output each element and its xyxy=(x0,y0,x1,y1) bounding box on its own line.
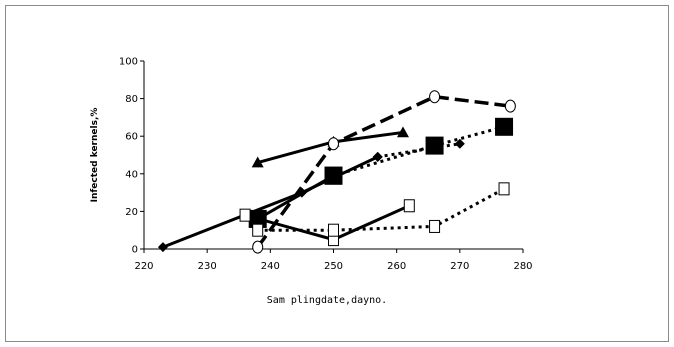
data-point-square-open xyxy=(239,208,251,222)
data-point-square-filled xyxy=(495,117,514,136)
data-point-triangle xyxy=(251,156,264,168)
axes: 220 230 240 250 260 270 280 0 20 40 60 80 100 xyxy=(119,57,533,273)
data-point-circle-open xyxy=(504,99,516,113)
x-axis-label: Sam plingdate,dayno. xyxy=(267,295,387,306)
x-tick-label: 240 xyxy=(261,261,280,272)
marker-layer xyxy=(157,90,516,254)
data-point-circle-open xyxy=(429,90,441,104)
x-tick-label: 220 xyxy=(134,261,153,272)
x-tick-label: 250 xyxy=(324,261,343,272)
series-line-1 xyxy=(377,142,461,159)
series-line-4 xyxy=(333,125,505,178)
series-line-5 xyxy=(256,94,511,249)
data-point-diamond xyxy=(157,242,168,253)
y-tick-label: 60 xyxy=(125,132,138,143)
data-point-square-filled xyxy=(324,166,343,185)
y-tick-label: 100 xyxy=(119,57,138,68)
y-tick-label: 0 xyxy=(132,245,138,256)
x-tick-label: 230 xyxy=(198,261,217,272)
data-point-diamond xyxy=(296,187,307,198)
data-point-circle-open xyxy=(252,240,264,254)
data-point-square-open xyxy=(429,219,441,233)
data-point-diamond xyxy=(372,151,383,162)
data-point-square-open xyxy=(328,223,339,237)
data-point-diamond xyxy=(454,138,465,149)
chart-frame xyxy=(5,5,669,342)
data-point-triangle xyxy=(396,126,409,138)
series-line-7 xyxy=(257,187,505,232)
x-tick-label: 270 xyxy=(450,261,469,272)
data-point-circle-open xyxy=(328,137,339,151)
y-axis-label: Infected kernels,% xyxy=(90,108,100,203)
data-point-square-open xyxy=(252,223,264,237)
data-point-square-open xyxy=(498,182,510,196)
y-tick-label: 80 xyxy=(125,94,138,105)
y-tick-label: 20 xyxy=(125,207,138,218)
data-point-square-open xyxy=(403,199,415,213)
y-tick-label: 40 xyxy=(125,169,138,180)
x-tick-label: 260 xyxy=(387,261,406,272)
x-tick-label: 280 xyxy=(513,261,532,272)
data-point-square-filled xyxy=(248,209,267,228)
data-point-square-filled xyxy=(425,136,444,155)
